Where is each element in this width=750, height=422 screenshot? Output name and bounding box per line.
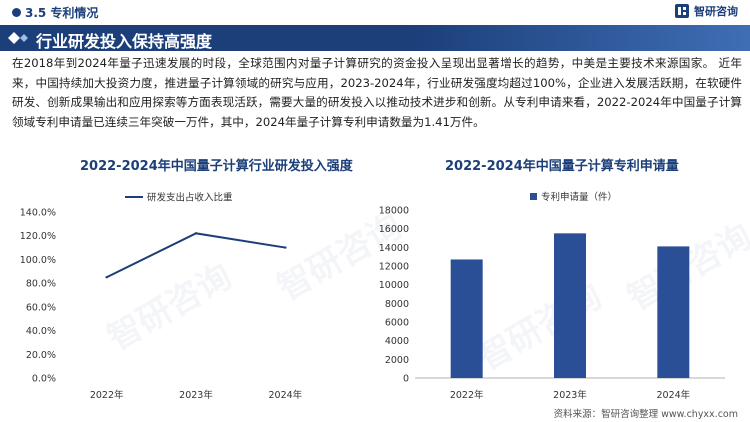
title-bar: 行业研发投入保持高强度: [0, 25, 750, 51]
y-tick-label: 16000: [379, 224, 409, 235]
chart-title-patents: 2022-2024年中国量子计算专利申请量: [445, 159, 679, 174]
section-heading: 3.5 专利情况: [12, 4, 98, 21]
y-tick-label: 40.0%: [26, 326, 56, 337]
y-tick-label: 80.0%: [26, 279, 56, 290]
bar-chart-patents: 专利申请量（件） 0 2000 4000 6000 8000 10000 12000 14000…: [379, 191, 725, 401]
section-heading-text: 3.5 专利情况: [25, 6, 99, 20]
bar: [450, 259, 483, 378]
x-tick-label: 2022年: [90, 389, 124, 401]
y-tick-label: 4000: [385, 336, 409, 347]
x-tick-label: 2024年: [268, 389, 302, 401]
y-tick-label: 100.0%: [20, 255, 56, 266]
x-tick-label: 2022年: [450, 389, 484, 401]
diamond-icon: [8, 32, 28, 44]
x-tick-label: 2024年: [656, 389, 690, 401]
legend-label: 研发支出占收入比重: [147, 192, 233, 204]
source-note: 资料来源：智研咨询整理 www.chyxx.com: [553, 409, 738, 420]
y-tick-label: 12000: [379, 262, 409, 273]
legend-label: 专利申请量（件）: [541, 191, 617, 203]
x-tick-label: 2023年: [553, 389, 587, 401]
y-tick-label: 10000: [379, 280, 409, 291]
data-point: [105, 276, 108, 279]
y-tick-label: 20.0%: [26, 350, 56, 361]
bar: [657, 246, 690, 378]
y-tick-label: 8000: [385, 299, 409, 310]
data-point: [194, 232, 198, 235]
page-title: 行业研发投入保持高强度: [36, 32, 213, 51]
chart-title-rd-intensity: 2022-2024年中国量子计算行业研发投入强度: [80, 159, 353, 174]
y-tick-label: 60.0%: [26, 302, 56, 313]
y-tick-label: 14000: [379, 243, 409, 254]
brand-logo: 智研咨询: [674, 3, 738, 19]
y-tick-label: 0.0%: [32, 374, 56, 385]
y-tick-label: 2000: [385, 355, 409, 366]
bar: [554, 233, 586, 378]
brand-name: 智研咨询: [694, 5, 738, 18]
top-header: 3.5 专利情况 智研咨询: [0, 0, 750, 24]
x-tick-label: 2023年: [179, 389, 213, 401]
y-tick-label: 120.0%: [20, 231, 56, 242]
brand-logo-icon: [675, 4, 689, 18]
bullet-dot-icon: [12, 8, 21, 17]
series-line: [106, 232, 286, 279]
footer: 资料来源：智研咨询整理 www.chyxx.com: [0, 404, 750, 422]
y-tick-label: 18000: [379, 206, 409, 217]
legend-swatch-bar: [530, 193, 537, 200]
line-chart-rd-intensity: 研发支出占收入比重 0.0% 20.0% 40.0% 60.0% 80.0% 100.0% 1…: [20, 192, 303, 402]
y-tick-label: 0: [403, 374, 409, 385]
data-point: [284, 246, 287, 249]
y-tick-label: 140.0%: [20, 208, 56, 219]
body-paragraph: 在2018年到2024年量子迅速发展的时段，全球范围内对量子计算研究的资金投入呈…: [12, 56, 742, 129]
y-tick-label: 6000: [385, 318, 409, 329]
